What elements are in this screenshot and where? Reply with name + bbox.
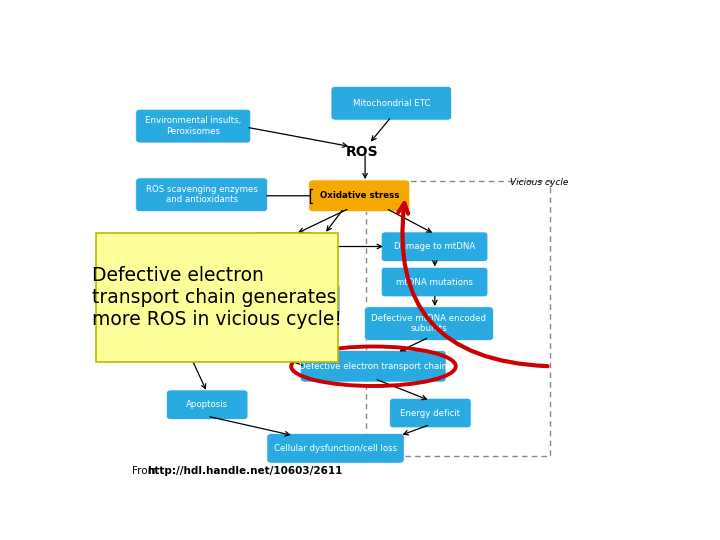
- Text: Defective mtDNA encoded
subunits: Defective mtDNA encoded subunits: [372, 314, 487, 333]
- FancyBboxPatch shape: [136, 178, 267, 212]
- FancyBboxPatch shape: [96, 233, 338, 362]
- FancyArrowPatch shape: [288, 303, 341, 364]
- Text: Vicious cycle: Vicious cycle: [510, 178, 568, 187]
- FancyBboxPatch shape: [364, 307, 493, 341]
- Text: Cellular dysfunction/cell loss: Cellular dysfunction/cell loss: [274, 444, 397, 453]
- Text: Oxidative stress: Oxidative stress: [320, 191, 399, 200]
- FancyBboxPatch shape: [253, 232, 315, 261]
- FancyArrowPatch shape: [398, 203, 548, 366]
- FancyBboxPatch shape: [136, 323, 243, 357]
- FancyBboxPatch shape: [382, 232, 488, 261]
- Text: ROS scavenging enzymes
and antioxidants: ROS scavenging enzymes and antioxidants: [145, 185, 258, 205]
- Text: Mitochondrial ETC: Mitochondrial ETC: [353, 99, 430, 108]
- Text: Defective electron
transport chain generates
more ROS in vicious cycle!: Defective electron transport chain gener…: [92, 266, 342, 329]
- FancyBboxPatch shape: [390, 399, 471, 428]
- Text: Environmental insults,
Peroxisomes: Environmental insults, Peroxisomes: [145, 117, 241, 136]
- Text: From: From: [132, 467, 161, 476]
- FancyBboxPatch shape: [228, 284, 340, 318]
- Text: Release of cytochrome
and AIF: Release of cytochrome and AIF: [140, 330, 238, 350]
- Text: Permeability transition
pore (PTP) activation: Permeability transition pore (PTP) activ…: [235, 291, 333, 310]
- FancyBboxPatch shape: [300, 350, 446, 382]
- FancyBboxPatch shape: [267, 434, 404, 463]
- Text: Damage to mtDNA: Damage to mtDNA: [394, 242, 475, 251]
- FancyBboxPatch shape: [166, 390, 248, 420]
- Text: Energy deficit: Energy deficit: [400, 409, 460, 417]
- Text: Apoptosis: Apoptosis: [186, 400, 228, 409]
- FancyBboxPatch shape: [136, 109, 251, 143]
- Bar: [366, 181, 550, 456]
- FancyBboxPatch shape: [309, 180, 410, 212]
- FancyBboxPatch shape: [331, 86, 451, 120]
- Text: lipids
ns: lipids ns: [273, 237, 295, 256]
- Text: http://hdl.handle.net/10603/2611: http://hdl.handle.net/10603/2611: [148, 467, 343, 476]
- Text: ROS: ROS: [346, 145, 379, 159]
- FancyBboxPatch shape: [382, 267, 488, 297]
- Text: mtDNA mutations: mtDNA mutations: [396, 278, 473, 287]
- Text: Defective electron transport chain: Defective electron transport chain: [299, 362, 447, 371]
